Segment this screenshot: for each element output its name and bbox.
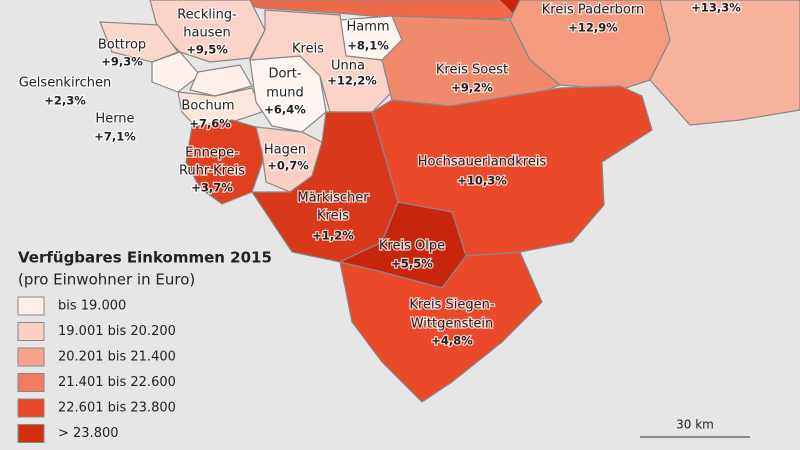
- legend-label: 20.201 bis 21.400: [58, 350, 176, 365]
- region-change: +9,5%: [186, 43, 228, 57]
- region-change: +2,3%: [44, 94, 86, 108]
- legend-swatch: [17, 347, 45, 367]
- scale-label: 30 km: [676, 418, 714, 432]
- region-change: +13,3%: [691, 1, 741, 15]
- region-change: +5,5%: [391, 257, 433, 271]
- region-name: Hochsauerlandkreis: [418, 155, 547, 170]
- region-name: Hagen: [264, 143, 306, 158]
- region-name: Kreis Soest: [436, 63, 508, 78]
- legend-label: 22.601 bis 23.800: [58, 401, 176, 416]
- region-shape: [339, 251, 543, 403]
- region-name: Ennepe-: [185, 146, 239, 161]
- region-name: hausen: [183, 26, 230, 41]
- region-shape: [189, 64, 253, 97]
- region-change: +9,3%: [101, 55, 143, 69]
- legend-label: 19.001 bis 20.200: [58, 324, 176, 339]
- region-change: +7,6%: [189, 117, 231, 131]
- region-name: Kreis: [292, 42, 324, 57]
- region-name: Ruhr-Kreis: [179, 164, 245, 179]
- legend-title: Verfügbares Einkommen 2015: [18, 249, 272, 267]
- region-name: Unna: [331, 59, 365, 74]
- region-name: Kreis Siegen-: [409, 298, 494, 313]
- region-name: Wittgenstein: [411, 317, 494, 332]
- legend-swatch: [17, 322, 45, 341]
- region-name: Kreis: [317, 209, 349, 224]
- region-shape: [649, 0, 800, 126]
- legend-label: > 23.800: [58, 426, 119, 441]
- region-name: Reckling-: [177, 8, 237, 23]
- region-name: Bochum: [181, 99, 234, 114]
- regions: [99, 0, 800, 403]
- region-name: Dort-: [268, 67, 301, 82]
- region-change: +10,3%: [457, 174, 507, 188]
- region-shape: [177, 87, 263, 128]
- legend-label: bis 19.000: [58, 299, 126, 314]
- region-change: +12,9%: [568, 21, 618, 35]
- region-change: +4,8%: [431, 334, 473, 348]
- legend-label: 21.401 bis 22.600: [58, 375, 176, 390]
- region-change: +12,2%: [327, 74, 377, 88]
- region-name: Kreis Olpe: [379, 239, 445, 254]
- region-change: +3,7%: [191, 181, 233, 195]
- region-change: +7,1%: [94, 130, 136, 144]
- legend-swatch: [17, 424, 45, 443]
- region-name: Märkischer: [297, 191, 369, 206]
- region-change: +6,4%: [264, 103, 306, 117]
- region-shape: [250, 111, 399, 263]
- legend-swatch: [17, 398, 45, 418]
- region-name: Bottrop: [98, 38, 146, 53]
- region-change: +8,1%: [347, 39, 389, 53]
- region-name: Kreis Paderborn: [542, 3, 644, 18]
- region-name: mund: [266, 86, 303, 101]
- region-name: Hamm: [346, 20, 389, 35]
- legend-subtitle: (pro Einwohner in Euro): [18, 271, 195, 289]
- region-name: Gelsenkirchen: [19, 76, 112, 91]
- region-change: +1,2%: [312, 229, 354, 243]
- legend-swatch: [17, 373, 45, 392]
- region-change: +9,2%: [451, 81, 493, 95]
- legend-swatch: [17, 296, 45, 316]
- region-shape: [151, 51, 201, 93]
- region-change: +0,7%: [267, 159, 309, 173]
- region-name: Herne: [95, 112, 134, 127]
